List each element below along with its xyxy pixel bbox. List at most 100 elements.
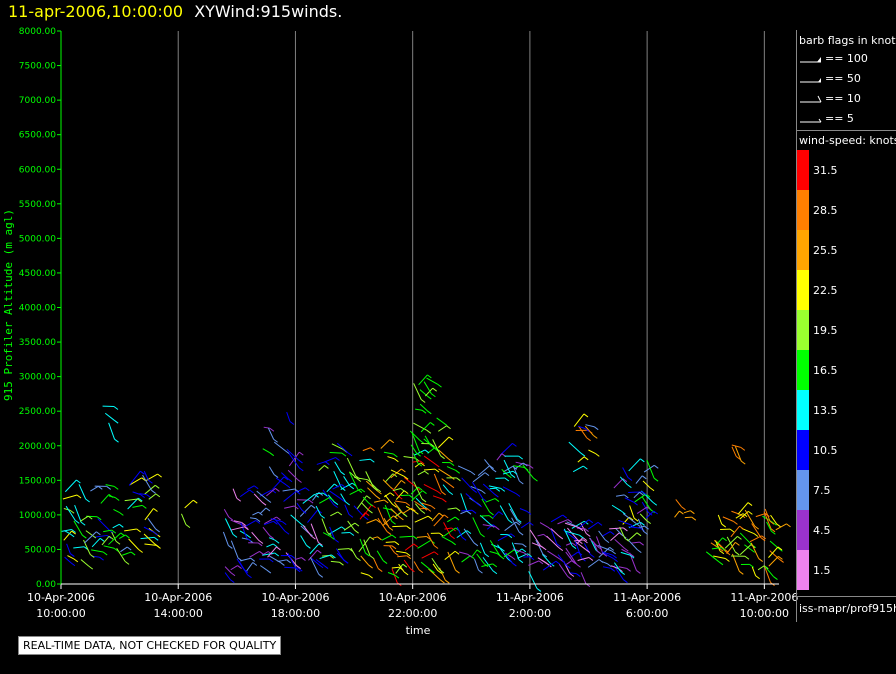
barb-shaft [713, 555, 726, 559]
barb-shaft [769, 540, 779, 549]
barb-flag [597, 546, 602, 550]
barb-flag [289, 421, 295, 425]
barb-shaft [344, 504, 350, 515]
barb-shaft [329, 490, 342, 500]
barb-flag [448, 491, 454, 495]
wind-barb [504, 455, 524, 460]
wind-barb [410, 444, 421, 457]
barb-shaft [66, 543, 71, 554]
barb-shaft [79, 515, 89, 522]
barb-shaft [395, 500, 406, 504]
wind-barb [341, 531, 355, 536]
barb-shaft [253, 493, 263, 503]
wind-barb [286, 448, 303, 464]
barb-shaft [471, 549, 478, 557]
wind-barb [573, 413, 589, 427]
wind-barb [413, 383, 426, 403]
barb-flag [512, 465, 518, 470]
barb-flag [771, 530, 776, 535]
barb-shaft [629, 505, 635, 519]
wind-barb [62, 494, 82, 500]
barb-shaft [441, 536, 452, 543]
barb-flag [562, 514, 568, 519]
barb-flag [80, 521, 86, 526]
barb-flag [523, 552, 529, 557]
barb-shaft [488, 485, 501, 489]
barb-shaft [281, 472, 289, 480]
barb-flag [749, 563, 754, 568]
barb-flag [130, 551, 136, 556]
barb-shaft [489, 540, 501, 557]
barb-shaft [249, 517, 257, 520]
barb-flag [261, 501, 267, 506]
wind-barb [281, 472, 293, 483]
barb-flag [148, 479, 153, 484]
barb-flag [241, 522, 247, 526]
barb-flag [356, 478, 362, 482]
wind-barb [268, 466, 279, 478]
wind-barb [438, 450, 453, 463]
wind-barb [309, 543, 324, 555]
barb-shaft [602, 566, 611, 569]
barb-flag [69, 533, 75, 538]
wind-barb [502, 470, 518, 475]
wind-barb [633, 491, 644, 499]
barb-shaft [588, 521, 599, 530]
barb-flag [753, 533, 759, 537]
wind-barb [238, 561, 252, 579]
barb-shaft [505, 552, 512, 558]
barb-shaft [224, 566, 232, 574]
wind-barb [383, 545, 397, 550]
wind-barb [259, 507, 271, 514]
wind-barb [460, 510, 472, 515]
barb-flag [255, 520, 261, 524]
barb-shaft [447, 551, 456, 571]
speed-legend-label: 22.5 [813, 284, 838, 297]
barb-shaft [565, 560, 572, 566]
barb-shaft [564, 522, 580, 529]
wind-barb [713, 555, 730, 562]
barb-shaft [628, 491, 643, 494]
barb-flag [298, 467, 304, 472]
speed-legend-title: wind-speed: knots [799, 134, 896, 147]
barb-shaft [132, 491, 141, 496]
wind-barb [502, 486, 521, 497]
barb-shaft [387, 456, 395, 460]
barb-shaft [637, 518, 645, 532]
wind-barb [446, 466, 460, 474]
barb-shaft [424, 387, 434, 397]
barb-shaft [144, 543, 157, 546]
barb-flag [495, 487, 501, 492]
wind-barb [259, 565, 272, 574]
wind-barb [565, 551, 577, 565]
barb-flag [389, 492, 395, 497]
barb-flag [451, 541, 456, 546]
wind-barb [431, 512, 444, 522]
barb-shaft [108, 422, 115, 440]
barb-shaft [763, 565, 772, 583]
barb-flag [427, 515, 433, 520]
barb-shaft [724, 536, 738, 549]
wind-barb [642, 480, 655, 492]
barb-shaft [337, 548, 350, 550]
wind-barb [433, 514, 449, 527]
barb-flag [137, 497, 143, 502]
barb-shaft [768, 546, 779, 558]
barb-shaft [764, 566, 774, 577]
y-tick-label: 0.00 [36, 580, 56, 590]
barb-shaft [619, 476, 628, 485]
wind-barb [578, 425, 591, 442]
barb-shaft [287, 469, 298, 480]
wind-barb [615, 494, 629, 499]
wind-barb [395, 500, 411, 507]
wind-barb [441, 478, 455, 489]
barb-shaft [436, 417, 444, 423]
barb-flag [363, 516, 369, 521]
barb-shaft [458, 551, 468, 555]
wind-barb [382, 515, 398, 527]
barb-flag [296, 565, 301, 570]
barb-shaft [396, 550, 407, 554]
wind-barb [614, 538, 629, 552]
barb-shaft [764, 508, 771, 522]
wind-barb [766, 521, 776, 535]
